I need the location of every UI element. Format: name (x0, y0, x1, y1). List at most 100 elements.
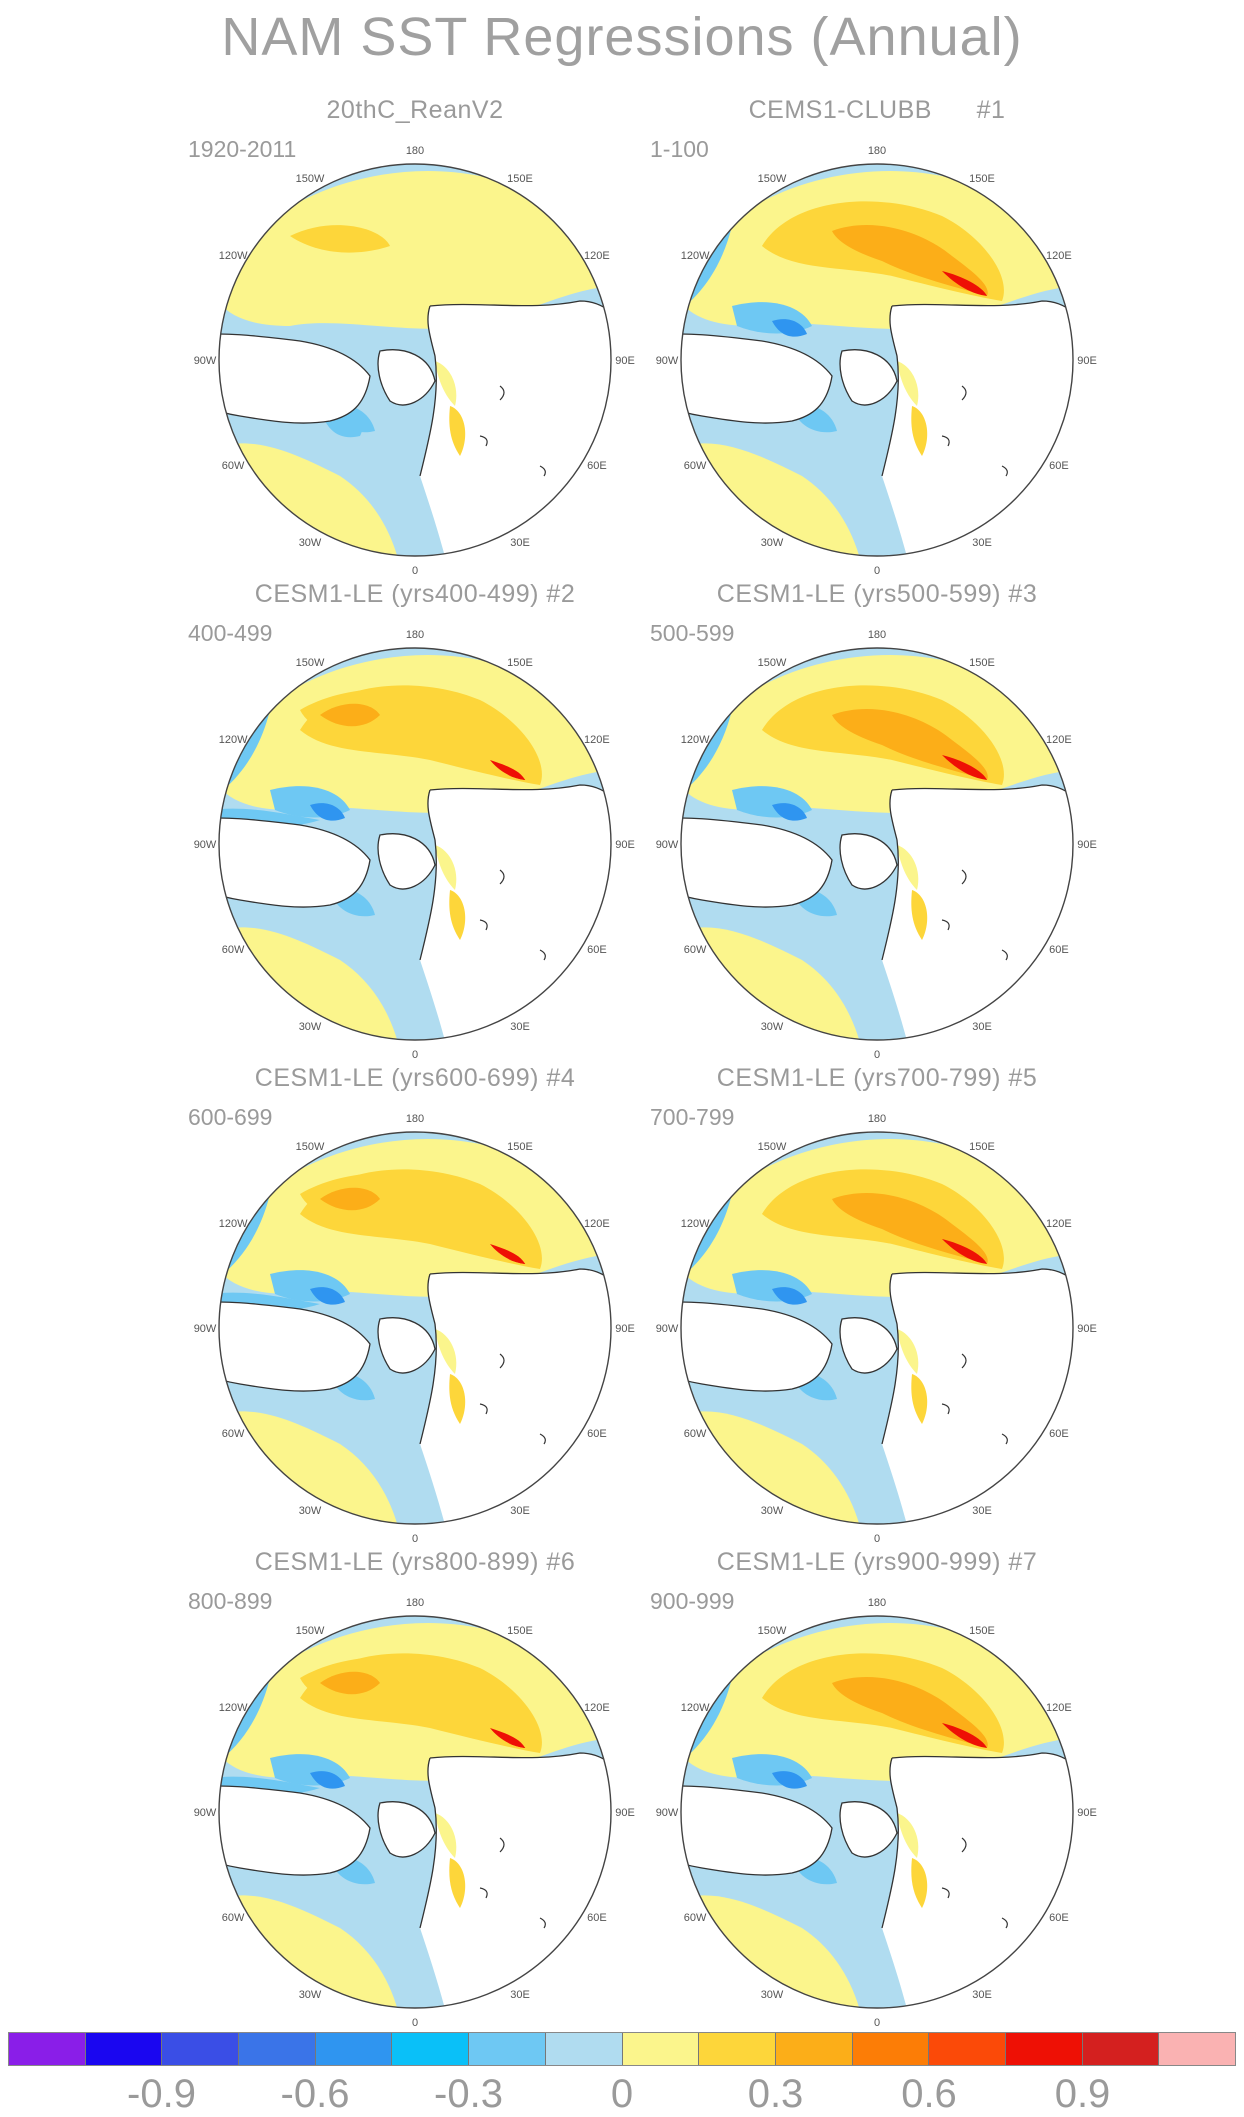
longitude-label: 90W (656, 355, 679, 367)
colorbar-box (162, 2033, 240, 2065)
longitude-label: 60E (1049, 1912, 1069, 1924)
panel-years: 600-699 (188, 1104, 273, 1130)
colorbar-box (622, 2033, 700, 2065)
colorbar-box (392, 2033, 470, 2065)
longitude-label: 30E (972, 1989, 992, 2001)
panel-years: 1-100 (650, 136, 709, 162)
longitude-label: 30E (510, 1021, 530, 1033)
longitude-label: 150W (758, 1625, 787, 1637)
panel-years: 700-799 (650, 1104, 735, 1130)
longitude-label: 30W (299, 1505, 322, 1517)
colorbar-box (545, 2033, 623, 2065)
longitude-label: 60E (1049, 460, 1069, 472)
longitude-label: 0 (874, 1049, 880, 1060)
longitude-label: 60W (684, 460, 707, 472)
longitude-label: 150E (969, 1625, 995, 1637)
colorbar-box (929, 2033, 1006, 2065)
panel-title: CESM1-LE (yrs700-799) #5 (716, 1064, 1038, 1092)
colorbar-label: 0.9 (1054, 2072, 1111, 2116)
colorbar-label: 0.3 (747, 2072, 804, 2116)
colorbar-box (775, 2033, 853, 2065)
longitude-label: 0 (412, 565, 418, 576)
longitude-label: 120E (584, 1218, 610, 1230)
longitude-label: 90E (615, 1323, 635, 1335)
longitude-label: 150W (296, 1625, 325, 1637)
colorbar-label: -0.6 (280, 2072, 350, 2116)
longitude-label: 120W (219, 734, 248, 746)
longitude-label: 120E (1046, 734, 1072, 746)
longitude-label: 120E (584, 734, 610, 746)
longitude-label: 0 (412, 2017, 418, 2028)
panel-title: CESM1-LE (yrs900-999) #7 (716, 1548, 1038, 1576)
polar-map: 180 150E 120E 90E 60E 30E 0 30W 60W 90W 120W 150W (656, 1113, 1097, 1544)
longitude-label: 0 (874, 1533, 880, 1544)
longitude-label: 60E (1049, 1428, 1069, 1440)
panel-title: 20thC_ReanV2 (326, 96, 504, 124)
longitude-label: 120E (584, 250, 610, 262)
longitude-label: 60W (684, 944, 707, 956)
longitude-label: 90E (615, 1807, 635, 1819)
longitude-label: 150E (507, 173, 533, 185)
longitude-label: 60E (587, 460, 607, 472)
map-panel-8: CESM1-LE (yrs900-999) #7 900-999 180 150E 12… (642, 1548, 1112, 2028)
longitude-label: 120W (219, 250, 248, 262)
longitude-label: 0 (412, 1533, 418, 1544)
longitude-label: 90W (194, 1807, 217, 1819)
longitude-label: 150W (296, 1141, 325, 1153)
longitude-label: 150E (969, 1141, 995, 1153)
longitude-label: 90E (1077, 1807, 1097, 1819)
longitude-label: 30E (510, 1989, 530, 2001)
longitude-label: 30E (510, 1505, 530, 1517)
longitude-label: 150E (507, 657, 533, 669)
longitude-label: 150W (296, 657, 325, 669)
longitude-label: 60W (684, 1428, 707, 1440)
colorbar-box (239, 2033, 316, 2065)
polar-map: 180 150E 120E 90E 60E 30E 0 30W 60W 90W 120W 150W (656, 145, 1097, 576)
polar-map: 180 150E 120E 90E 60E 30E 0 30W 60W 90W 120W 150W (194, 629, 635, 1060)
longitude-label: 30W (299, 537, 322, 549)
longitude-label: 30W (299, 1989, 322, 2001)
figure-title: NAM SST Regressions (Annual) (221, 7, 1023, 67)
longitude-label: 120W (681, 734, 710, 746)
longitude-label: 180 (868, 1597, 886, 1609)
longitude-label: 180 (406, 1597, 424, 1609)
longitude-label: 90E (1077, 839, 1097, 851)
longitude-label: 60E (587, 944, 607, 956)
colorbar-box (1005, 2033, 1083, 2065)
colorbar-box (9, 2033, 86, 2065)
colorbar-label: -0.9 (127, 2072, 196, 2116)
longitude-label: 120W (681, 250, 710, 262)
map-panel-1: 20thC_ReanV2 1920-2011 180 150E 120E 90E 60E 30… (180, 96, 650, 576)
map-panel-4: CESM1-LE (yrs500-599) #3 500-599 180 150E 12… (642, 580, 1112, 1060)
map-panel-3: CESM1-LE (yrs400-499) #2 400-499 180 150E 12… (180, 580, 650, 1060)
longitude-label: 180 (406, 1113, 424, 1125)
longitude-label: 150W (296, 173, 325, 185)
longitude-label: 0 (874, 2017, 880, 2028)
longitude-label: 90W (656, 839, 679, 851)
polar-map: 180 150E 120E 90E 60E 30E 0 30W 60W 90W 120W 150W (656, 1597, 1097, 2028)
panel-years: 1920-2011 (188, 136, 297, 162)
colorbar-labels: -0.9 -0.6 -0.3 0 0.3 0.6 0.9 (0, 2072, 1244, 2116)
longitude-label: 180 (406, 629, 424, 641)
longitude-label: 30W (761, 1505, 784, 1517)
longitude-label: 120W (219, 1218, 248, 1230)
colorbar-label: 0 (610, 2072, 634, 2116)
map-panel-7: CESM1-LE (yrs800-899) #6 800-899 180 150E 12… (180, 1548, 650, 2028)
longitude-label: 150W (758, 657, 787, 669)
longitude-label: 90E (615, 355, 635, 367)
panel-years: 500-599 (650, 620, 735, 646)
panel-title: CEMS1-CLUBB #1 (748, 96, 1006, 124)
longitude-label: 120E (1046, 1218, 1072, 1230)
colorbar-box (852, 2033, 930, 2065)
colorbar-box (699, 2033, 776, 2065)
longitude-label: 180 (868, 1113, 886, 1125)
longitude-label: 60E (587, 1428, 607, 1440)
longitude-label: 150W (758, 1141, 787, 1153)
longitude-label: 0 (412, 1049, 418, 1060)
colorbar-box (1159, 2033, 1235, 2065)
longitude-label: 0 (874, 565, 880, 576)
colorbar-box (1082, 2033, 1160, 2065)
panel-title: CESM1-LE (yrs800-899) #6 (254, 1548, 576, 1576)
longitude-label: 180 (406, 145, 424, 157)
map-panel-5: CESM1-LE (yrs600-699) #4 600-699 180 150E 12… (180, 1064, 650, 1544)
